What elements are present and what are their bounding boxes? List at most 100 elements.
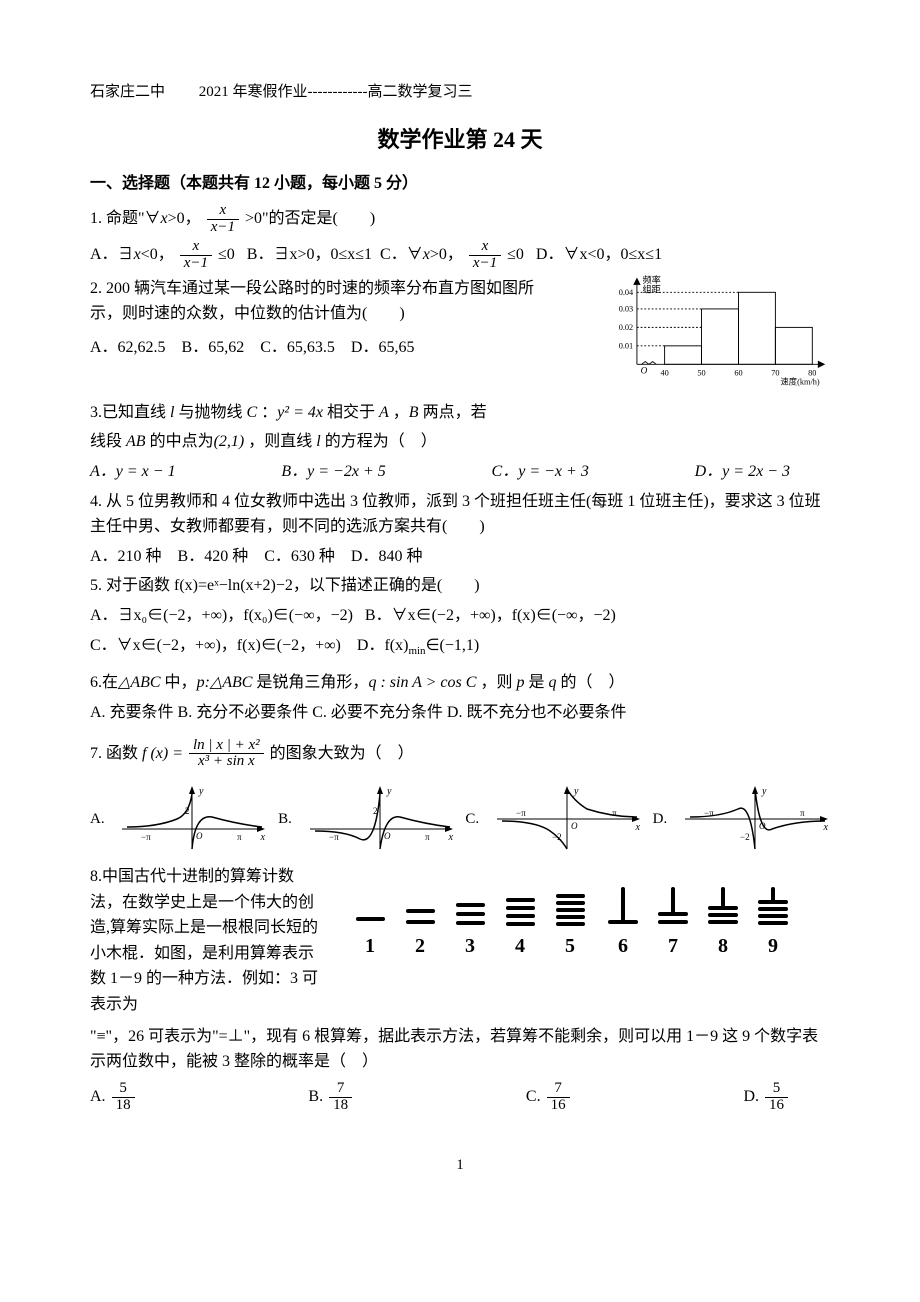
q1-stem-b: >0， (168, 210, 201, 227)
svg-text:0.01: 0.01 (619, 341, 634, 350)
svg-text:π: π (425, 832, 430, 842)
q1-x: x (161, 210, 168, 227)
question-3-line2: 线段 AB 的中点为(2,1) ，则直线 l 的方程为（ ） (90, 429, 830, 455)
q7-graph-row: A. x y O 2 −π π B. x y O 2 −π π C. x y O… (90, 784, 830, 854)
question-3: 3.已知直线 l 与抛物线 C ：y² = 4x 相交于 A ，B 两点，若 (90, 400, 830, 426)
question-5: 5. 对于函数 f(x)=eˣ−ln(x+2)−2，以下描述正确的是( ) (90, 573, 830, 599)
q6-options: A. 充要条件 B. 充分不必要条件 C. 必要不充分条件 D. 既不充分也不必… (90, 700, 830, 726)
header-right: 2021 年寒假作业------------高二数学复习三 (199, 84, 473, 100)
q3-options: A．y = x − 1 B．y = −2x + 5 C．y = −x + 3 D… (90, 459, 830, 485)
q8-optA: A. 518 (90, 1081, 137, 1114)
svg-text:−2: −2 (740, 832, 750, 842)
q1-optA-tail: ≤0 (218, 246, 235, 263)
svg-text:7: 7 (668, 935, 678, 957)
q8-options: A. 518 B. 718 C. 716 D. 516 (90, 1081, 830, 1114)
svg-text:x: x (447, 832, 453, 843)
svg-text:O: O (571, 821, 578, 831)
q8-optC: C. 716 (526, 1081, 572, 1114)
q7-graph-C: x y O −2 −π π (492, 784, 642, 854)
svg-text:4: 4 (515, 935, 525, 957)
question-2: 2. 200 辆汽车通过某一段公路时的时速的频率分布直方图如图所示，则时速的众数… (90, 276, 830, 396)
svg-text:π: π (237, 832, 242, 842)
q7-label-B: B. (278, 807, 292, 831)
q7-graph-D: x y O −2 −π π (680, 784, 830, 854)
q1-optC-pre: C．∀ (380, 246, 423, 263)
q1-optC-frac: xx−1 (469, 239, 501, 272)
q3-optD: D．y = 2x − 3 (695, 459, 790, 485)
q2-stem: 2. 200 辆汽车通过某一段公路时的时速的频率分布直方图如图所示，则时速的众数… (90, 280, 534, 323)
q1-optA-frac: xx−1 (180, 239, 212, 272)
svg-text:9: 9 (768, 935, 778, 957)
svg-text:y: y (386, 786, 392, 797)
q1-optA-x: x (134, 246, 141, 263)
svg-text:π: π (800, 808, 805, 818)
svg-text:70: 70 (771, 368, 779, 377)
page-number: 1 (90, 1153, 830, 1177)
q1-optA-mid: <0， (141, 246, 174, 263)
q5-optC: C．∀x∈(−2，+∞)，f(x)∈(−2，+∞) (90, 637, 341, 654)
svg-text:O: O (196, 831, 203, 841)
q7-label-A: A. (90, 807, 105, 831)
q3-optC: C．y = −x + 3 (492, 459, 589, 485)
q7-graph-A: x y O 2 −π π (117, 784, 267, 854)
q8-optD: D. 516 (743, 1081, 790, 1114)
q7-graph-B: x y O 2 −π π (305, 784, 455, 854)
q1-optB: B．∃x>0，0≤x≤1 (247, 246, 372, 263)
svg-text:O: O (384, 831, 391, 841)
q4-options: A．210 种 B．420 种 C．630 种 D．840 种 (90, 544, 830, 570)
svg-text:8: 8 (718, 935, 728, 957)
q5-options-row1: A．∃x₀∈(−2，+∞)，f(x₀)∈(−∞，−2) B．∀x∈(−2，+∞)… (90, 603, 830, 629)
q1-stem-c: >0"的否定是( ) (245, 210, 375, 227)
school-name: 石家庄二中 (90, 84, 165, 100)
q8-text: 8.中国古代十进制的算筹计数法，在数学史上是一个伟大的创造,算筹实际上是一根根同… (90, 864, 320, 1018)
question-8: 8.中国古代十进制的算筹计数法，在数学史上是一个伟大的创造,算筹实际上是一根根同… (90, 864, 830, 1018)
svg-text:x: x (823, 822, 829, 833)
q5-stem: 5. 对于函数 f(x)=eˣ−ln(x+2)−2，以下描述正确的是( ) (90, 577, 480, 594)
q1-options: A．∃x<0， xx−1 ≤0 B．∃x>0，0≤x≤1 C．∀x>0， xx−… (90, 239, 830, 272)
q1-frac: x x−1 (207, 203, 239, 236)
svg-text:π: π (612, 808, 617, 818)
q3-optA: A．y = x − 1 (90, 459, 176, 485)
svg-text:2: 2 (415, 935, 425, 957)
q1-optD: D．∀x<0，0≤x≤1 (536, 246, 662, 263)
svg-text:y: y (573, 786, 579, 797)
svg-text:−π: −π (141, 832, 151, 842)
page-header: 石家庄二中 2021 年寒假作业------------高二数学复习三 (90, 80, 830, 104)
q1-frac-num: x (207, 203, 239, 220)
svg-text:1: 1 (365, 935, 375, 957)
svg-text:0.03: 0.03 (619, 304, 634, 313)
svg-text:−π: −π (516, 808, 526, 818)
svg-text:3: 3 (465, 935, 475, 957)
hist-xlabel: 速度(km/h) (781, 376, 820, 386)
main-title: 数学作业第 24 天 (90, 122, 830, 157)
question-1: 1. 命题"∀x>0， x x−1 >0"的否定是( ) (90, 203, 830, 236)
svg-text:−π: −π (329, 832, 339, 842)
question-6: 6.在△ABC 中，p:△ABC 是锐角三角形，q : sin A > cos … (90, 670, 830, 696)
question-4: 4. 从 5 位男教师和 4 位女教师中选出 3 位教师，派到 3 个班担任班主… (90, 489, 830, 540)
svg-text:80: 80 (808, 368, 816, 377)
q1-optA-pre: A．∃ (90, 246, 134, 263)
q7-frac: ln | x | + x² x³ + sin x (189, 738, 264, 771)
q2-opts: A．62,62.5 B．65,62 C．65,63.5 D．65,65 (90, 339, 414, 356)
q5-optA: A．∃x₀∈(−2，+∞)，f(x₀)∈(−∞，−2) (90, 607, 353, 624)
svg-text:0.02: 0.02 (619, 323, 634, 332)
q3-optB: B．y = −2x + 5 (281, 459, 385, 485)
svg-text:50: 50 (697, 368, 705, 377)
section-title: 一、选择题（本题共有 12 小题，每小题 5 分） (90, 171, 830, 197)
q8-line2: "≡"，26 可表示为"=⊥"，现有 6 根算筹，据此表示方法，若算筹不能剩余，… (90, 1024, 830, 1075)
q5-optB: B．∀x∈(−2，+∞)，f(x)∈(−∞，−2) (365, 607, 616, 624)
q7-label-D: D. (653, 807, 668, 831)
svg-text:y: y (761, 786, 767, 797)
svg-text:x: x (260, 832, 266, 843)
svg-text:6: 6 (618, 935, 628, 957)
q8-rod-figure: 1 2 3 4 5 6 7 8 9 (338, 864, 830, 1018)
q7-label-C: C. (465, 807, 479, 831)
q1-stem-a: 1. 命题"∀ (90, 210, 161, 227)
svg-text:40: 40 (660, 368, 668, 377)
q1-frac-den: x−1 (207, 220, 239, 236)
svg-text:O: O (641, 365, 648, 375)
svg-text:x: x (634, 822, 640, 833)
svg-text:0.04: 0.04 (619, 288, 634, 297)
q5-options-row2: C．∀x∈(−2，+∞)，f(x)∈(−2，+∞) D．f(x)min∈(−1,… (90, 633, 830, 661)
histogram-figure: 频率 组距 0.01 0.02 0.03 0.04 O 40 50 60 70 (590, 272, 850, 392)
